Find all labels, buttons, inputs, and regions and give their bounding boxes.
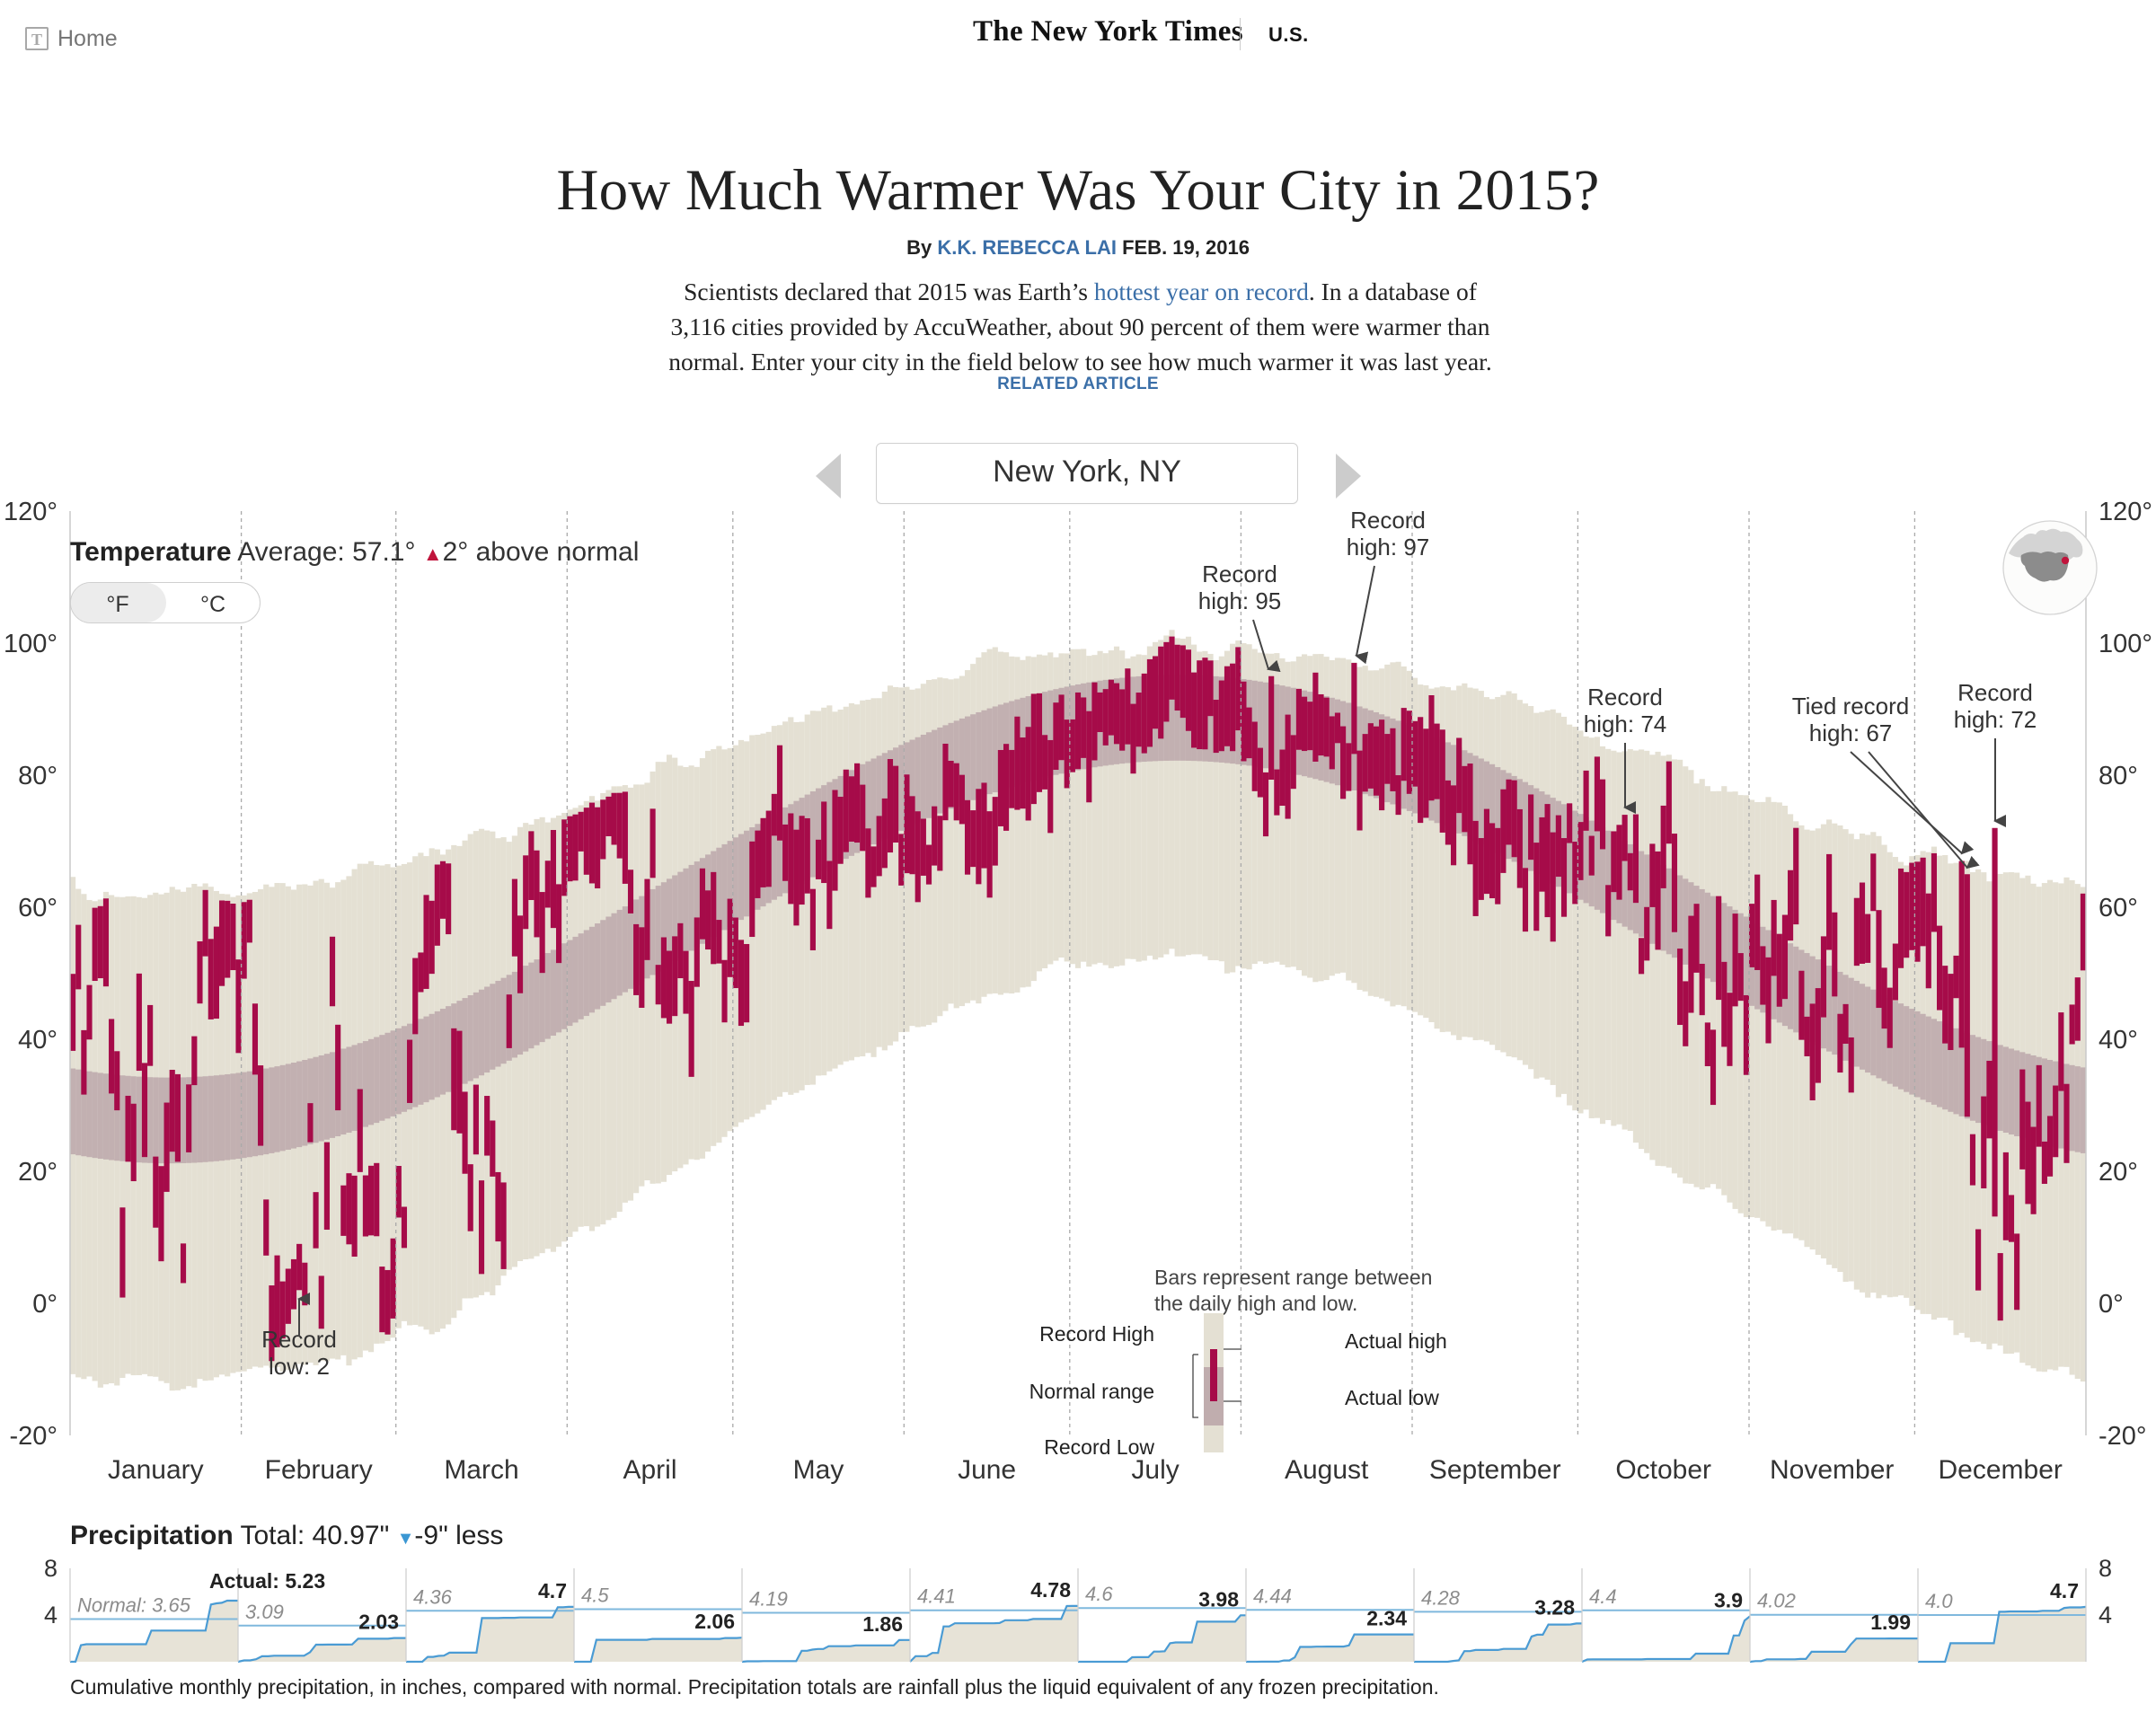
svg-text:2.03: 2.03: [358, 1611, 399, 1634]
svg-text:4.36: 4.36: [413, 1585, 453, 1608]
svg-text:Normal: 3.65: Normal: 3.65: [77, 1594, 191, 1617]
svg-text:2.06: 2.06: [694, 1610, 735, 1633]
svg-text:4.78: 4.78: [1030, 1578, 1071, 1602]
svg-text:4.19: 4.19: [749, 1588, 788, 1611]
svg-text:4.0: 4.0: [1925, 1590, 1953, 1612]
svg-text:4.7: 4.7: [538, 1579, 567, 1602]
svg-text:3.09: 3.09: [245, 1601, 284, 1623]
svg-text:Actual: 5.23: Actual: 5.23: [209, 1569, 325, 1593]
svg-text:8: 8: [44, 1555, 57, 1582]
svg-text:4: 4: [44, 1602, 57, 1628]
svg-text:4.41: 4.41: [917, 1585, 956, 1608]
svg-text:1.99: 1.99: [1870, 1611, 1911, 1634]
svg-text:3.9: 3.9: [1714, 1588, 1743, 1611]
svg-text:2.34: 2.34: [1366, 1607, 1407, 1630]
svg-text:1.86: 1.86: [862, 1612, 903, 1636]
svg-text:4.7: 4.7: [2050, 1579, 2079, 1602]
svg-text:4.6: 4.6: [1085, 1583, 1113, 1605]
svg-text:4: 4: [2099, 1602, 2112, 1628]
svg-text:3.98: 3.98: [1198, 1587, 1239, 1611]
svg-text:4.5: 4.5: [581, 1584, 609, 1607]
svg-text:4.02: 4.02: [1757, 1590, 1796, 1612]
svg-text:3.28: 3.28: [1534, 1595, 1575, 1619]
svg-text:4.28: 4.28: [1421, 1586, 1461, 1609]
svg-text:4.44: 4.44: [1253, 1584, 1292, 1607]
svg-text:4.4: 4.4: [1589, 1585, 1617, 1608]
svg-text:8: 8: [2099, 1555, 2112, 1582]
